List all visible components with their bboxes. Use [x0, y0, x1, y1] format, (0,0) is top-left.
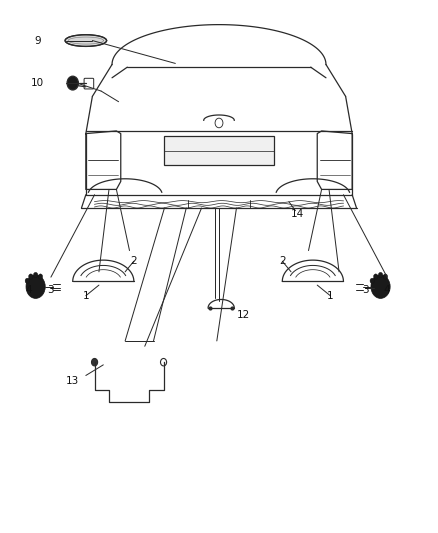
Circle shape: [92, 359, 98, 366]
Circle shape: [374, 274, 378, 279]
Circle shape: [215, 118, 223, 128]
Text: 9: 9: [35, 36, 41, 45]
Text: 14: 14: [291, 209, 304, 220]
Bar: [164, 136, 274, 165]
Text: 4: 4: [384, 286, 390, 295]
Text: 3: 3: [48, 286, 54, 295]
Circle shape: [38, 274, 42, 279]
Text: 1: 1: [82, 290, 89, 301]
Text: 12: 12: [237, 310, 250, 320]
Circle shape: [25, 278, 29, 284]
Text: 4: 4: [26, 286, 32, 295]
Circle shape: [371, 275, 390, 298]
Circle shape: [33, 272, 38, 278]
FancyBboxPatch shape: [84, 78, 94, 89]
Text: 2: 2: [279, 256, 286, 266]
Text: 10: 10: [31, 78, 44, 88]
Ellipse shape: [65, 35, 106, 46]
Text: 13: 13: [66, 376, 79, 386]
Text: 2: 2: [131, 256, 137, 266]
Circle shape: [67, 76, 78, 90]
Circle shape: [160, 359, 166, 366]
Circle shape: [370, 278, 374, 284]
Circle shape: [26, 275, 45, 298]
Circle shape: [378, 272, 383, 278]
Circle shape: [383, 274, 388, 279]
Text: 1: 1: [327, 290, 334, 301]
Text: 3: 3: [362, 286, 369, 295]
Circle shape: [28, 274, 33, 279]
